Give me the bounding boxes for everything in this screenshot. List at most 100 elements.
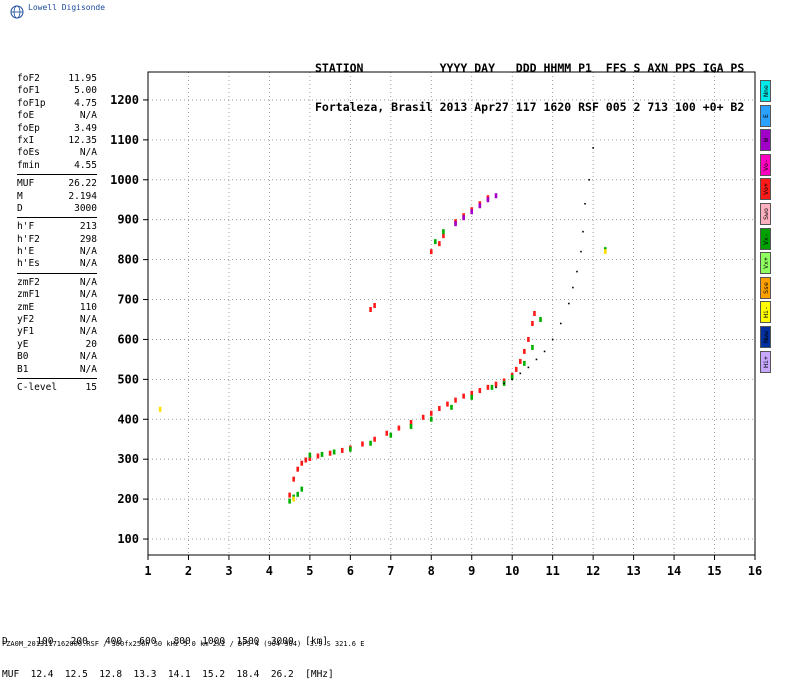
- x-tick-label: 1: [144, 564, 151, 578]
- param-row: D 3000: [17, 203, 97, 215]
- file-info-footer: FZA0M_2013117162000.RSF / 300fx256h 50 k…: [2, 640, 365, 648]
- param-name: zmE: [17, 301, 35, 313]
- echo-point: [438, 241, 441, 247]
- x-tick-label: 10: [505, 564, 519, 578]
- legend-label: E: [761, 113, 770, 118]
- echo-point: [592, 147, 594, 149]
- echo-point: [442, 233, 445, 239]
- legend-label: Vo+: [761, 183, 770, 196]
- param-value: N/A: [79, 351, 97, 363]
- legend-label: Nww: [761, 331, 770, 343]
- param-value: 26.22: [68, 178, 97, 190]
- globe-icon: [10, 5, 24, 19]
- param-value: N/A: [79, 276, 97, 288]
- ionogram-chart: 1 2 3 4 5 6 7 8 9 10 11 12 13 14 15 16 100 200 300 400 500 60…: [110, 71, 762, 578]
- legend-chip: Hi+: [760, 350, 771, 373]
- echo-point: [434, 239, 437, 245]
- param-row: fxI 12.35: [17, 135, 97, 147]
- echo-point: [292, 476, 295, 482]
- echo-point: [349, 446, 352, 452]
- param-name: yE: [17, 338, 29, 350]
- echo-point: [535, 358, 538, 361]
- param-row: h'Es N/A: [17, 258, 97, 270]
- muf-distance-row: D 100 200 400 600 800 1000 1500 3000 [km…: [2, 636, 329, 647]
- x-tick-label: 11: [545, 564, 559, 578]
- param-name: foF2: [17, 73, 40, 84]
- param-row: yE 20: [17, 339, 97, 351]
- echo-point: [470, 394, 474, 400]
- ionogram-svg: 1 2 3 4 5 6 7 8 9 10 11 12 13 14 15 1610020030040050060…: [110, 71, 762, 578]
- plot-frame: [147, 71, 756, 556]
- param-row: h'E N/A: [17, 246, 97, 258]
- legend-label: Nne: [761, 85, 770, 97]
- echo-point: [409, 423, 413, 429]
- y-tick-label: 1100: [110, 133, 139, 147]
- echo-point: [454, 397, 457, 403]
- echo-point: [580, 250, 582, 253]
- echo-point: [296, 466, 300, 472]
- y-tick-label: 600: [117, 332, 139, 346]
- param-row: zmF2 N/A: [17, 277, 97, 289]
- echo-point: [478, 203, 482, 209]
- param-row: fmin 4.55: [17, 160, 97, 172]
- echo-point: [320, 451, 324, 457]
- param-row: MUF 26.22: [17, 178, 97, 190]
- param-separator: [17, 217, 97, 219]
- legend-chip: Nww: [760, 325, 771, 348]
- echo-point: [494, 381, 498, 387]
- param-row: foF1p 4.75: [17, 98, 97, 110]
- param-value: 2.194: [68, 190, 97, 202]
- echo-point: [300, 460, 304, 466]
- y-tick-label: 800: [117, 253, 139, 267]
- param-row: yF2 N/A: [17, 314, 97, 326]
- echo-point: [486, 384, 490, 390]
- param-row: foF1 5.00: [17, 85, 97, 97]
- x-tick-label: 8: [428, 564, 435, 578]
- muf-frequency-row: MUF 12.4 12.5 12.8 13.3 14.1 15.2 18.4 2…: [2, 669, 334, 680]
- polarization-legend: Nne E W Vo- Vo+ Swo Vx- Vx+ Sse Hi- Nww Hi+: [760, 80, 772, 375]
- param-name: D: [17, 202, 23, 214]
- echo-point: [486, 197, 490, 203]
- echo-point: [328, 450, 332, 456]
- station-header: STATION YYYY DAY DDD HHMM P1 FFS S AXN P…: [315, 36, 744, 127]
- echo-point: [389, 432, 393, 438]
- param-value: 11.95: [68, 73, 97, 84]
- y-tick-label: 100: [117, 532, 139, 546]
- echo-point: [300, 486, 304, 492]
- param-row: foEp 3.49: [17, 123, 97, 135]
- param-value: 4.75: [74, 97, 97, 109]
- echo-point: [429, 249, 433, 255]
- echo-point: [373, 303, 376, 309]
- param-value: 298: [79, 233, 97, 245]
- param-value: N/A: [79, 258, 97, 270]
- echo-point: [503, 382, 505, 385]
- brand-name: Lowell Digisonde: [28, 3, 106, 12]
- legend-chip: W: [760, 129, 771, 152]
- param-name: MUF: [17, 178, 35, 190]
- header-columns: STATION YYYY DAY DDD HHMM P1 FFS S AXN P…: [315, 61, 745, 75]
- echo-point: [523, 348, 526, 354]
- echo-point: [527, 336, 530, 342]
- legend-chip: Swo: [760, 202, 771, 225]
- legend-chip: Nne: [760, 80, 771, 102]
- echo-point: [539, 316, 542, 322]
- echo-point: [308, 455, 312, 461]
- param-name: C-level: [17, 381, 58, 393]
- echo-point: [470, 209, 474, 215]
- param-value: 5.00: [74, 85, 97, 97]
- muf-table: D 100 200 400 600 800 1000 1500 3000 [km…: [2, 614, 334, 691]
- echo-point: [316, 453, 320, 459]
- param-value: 12.35: [68, 134, 97, 146]
- param-separator: [17, 174, 97, 176]
- legend-chip: Vo-: [760, 153, 771, 176]
- echo-point: [576, 270, 578, 273]
- param-name: h'Es: [17, 258, 40, 270]
- param-value: N/A: [79, 289, 97, 301]
- legend-label: W: [761, 138, 770, 143]
- echo-point: [511, 378, 513, 381]
- legend-label: Vo-: [761, 158, 770, 171]
- echo-point: [340, 447, 344, 453]
- echo-point: [438, 406, 441, 412]
- y-tick-label: 700: [117, 293, 139, 307]
- echo-point: [531, 320, 534, 326]
